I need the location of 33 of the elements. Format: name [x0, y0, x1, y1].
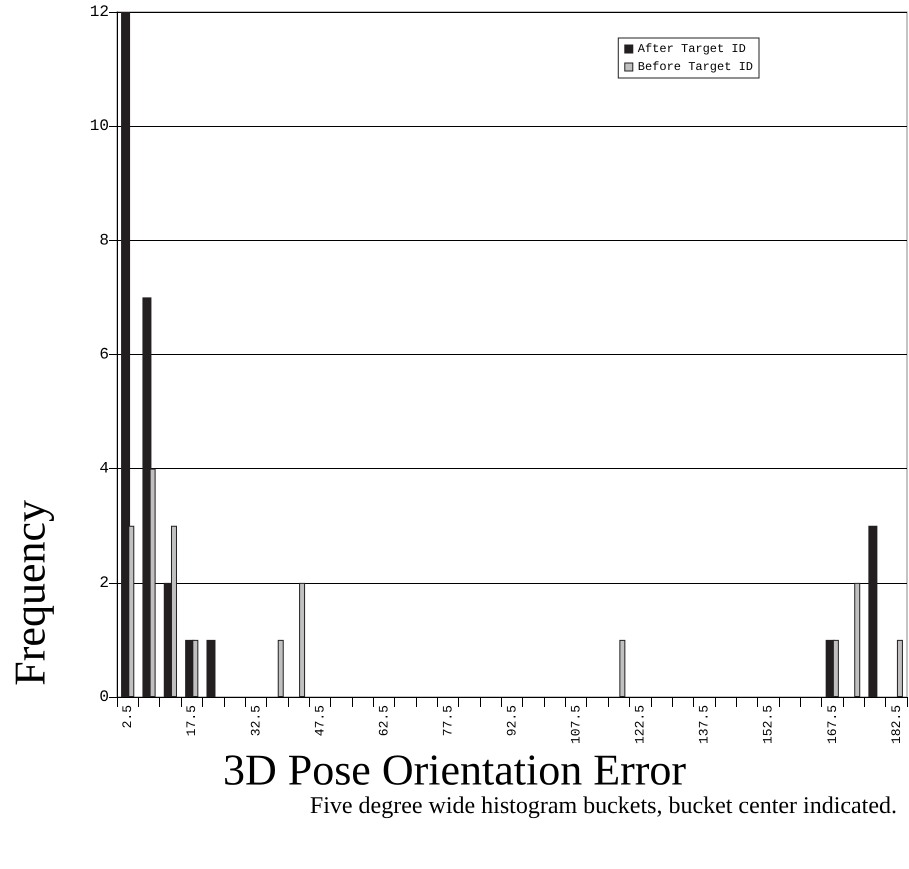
y-axis-title: Frequency	[6, 500, 54, 686]
y-tick-label: 2	[99, 574, 109, 592]
x-tick-label: 77.5	[440, 705, 456, 736]
y-tick-label: 6	[99, 346, 109, 364]
bar	[121, 12, 130, 697]
legend-label: Before Target ID	[638, 60, 753, 74]
text: Five degree wide histogram buckets, bucket center indicated.	[310, 793, 898, 819]
y-tick-label: 8	[99, 231, 109, 250]
bar	[278, 640, 284, 697]
y-tick-label: 4	[99, 460, 109, 478]
x-tick-label: 62.5	[376, 705, 392, 736]
x-tick-label: 182.5	[888, 705, 904, 744]
y-tick-label: 10	[90, 117, 109, 136]
x-tick-label: 17.5	[184, 705, 200, 736]
bar	[299, 582, 306, 697]
x-tick-label: 137.5	[696, 705, 712, 744]
bar	[896, 640, 903, 697]
x-tick-label: 2.5	[120, 705, 136, 728]
bar	[868, 526, 878, 697]
x-tick-label: 122.5	[632, 705, 648, 744]
x-tick-label: 47.5	[312, 705, 328, 736]
bar	[854, 582, 860, 697]
x-tick-label: 32.5	[248, 705, 264, 736]
x-tick-label: 167.5	[824, 705, 840, 744]
bar	[206, 640, 216, 697]
legend-label: After Target ID	[638, 42, 746, 56]
x-tick-label: 107.5	[568, 705, 584, 744]
y-tick-label: 12	[90, 3, 109, 21]
x-tick-label: 152.5	[760, 705, 776, 744]
y-tick-label: 0	[99, 688, 109, 706]
x-tick-label: 92.5	[504, 705, 520, 736]
bar	[619, 640, 626, 697]
x-axis-title: 3D Pose Orientation Error	[222, 746, 686, 794]
